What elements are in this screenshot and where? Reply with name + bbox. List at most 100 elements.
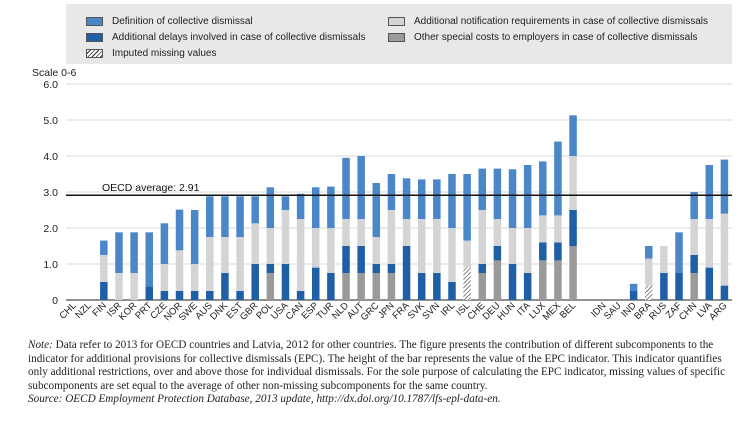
bar-segment-delays: [387, 264, 396, 273]
bar-segment-other: [342, 273, 350, 300]
bar-segment-notification: [190, 264, 199, 291]
bar-segment-notification: [130, 273, 138, 300]
y-axis-label: Scale 0-6: [32, 67, 77, 79]
bar-segment-notification: [493, 219, 502, 246]
bar-segment-other: [387, 273, 396, 300]
y-tick-label: 6.0: [43, 79, 58, 91]
bar-segment-definition: [342, 157, 350, 219]
bar-segment-other: [266, 273, 275, 300]
bar-segment-definition: [493, 168, 502, 219]
bar-segment-notification: [221, 237, 229, 273]
bar-segment-other: [554, 260, 562, 300]
legend: Definition of collective dismissal Addit…: [66, 4, 732, 64]
bar-segment-delays: [281, 264, 290, 300]
bar-segment-definition: [478, 168, 486, 210]
x-tick-label: HUN: [495, 300, 517, 322]
bar-segment-notification: [523, 228, 532, 273]
bar-segment-definition: [508, 169, 517, 228]
chart-area: Definition of collective dismissal Addit…: [32, 4, 732, 323]
bar-segment-definition: [357, 156, 365, 219]
bar-segment-definition: [281, 196, 290, 210]
bar-segment-definition: [221, 196, 229, 237]
bar-segment-definition: [236, 196, 244, 237]
bar-segment-other: [539, 260, 547, 300]
bar-segment-delays: [493, 246, 502, 261]
source-label: Source:: [28, 393, 63, 406]
bar-segment-notification: [206, 237, 214, 291]
bar-segment-delays: [251, 264, 259, 300]
bar-segment-definition: [720, 159, 729, 214]
y-tick-label: 0: [52, 295, 58, 307]
bar-segment-delays: [554, 242, 562, 261]
bar-segment-definition: [266, 187, 275, 228]
bar-segment-definition: [569, 115, 577, 156]
bar-segment-delays: [236, 291, 244, 300]
bar-segment-delays: [433, 273, 441, 300]
bar-segment-notification: [720, 213, 729, 286]
bar-segment-delays: [690, 255, 698, 273]
bar-segment-notification: [645, 258, 653, 286]
bar-segment-notification: [312, 228, 320, 268]
bar-segment-definition: [629, 283, 638, 291]
bar-segment-delays: [705, 267, 714, 300]
note-label: Note:: [28, 339, 53, 351]
bar-segment-delays: [175, 291, 184, 300]
bar-segment-definition: [705, 165, 714, 219]
bar-segment-notification: [539, 215, 547, 243]
bar-segment-delays: [675, 273, 683, 300]
bar-segment-notification: [417, 219, 426, 273]
legend-swatch-notification: [388, 17, 405, 26]
bar-segment-notification: [236, 237, 244, 291]
oecd-average-label: OECD average: 2.91: [102, 182, 200, 194]
y-tick-label: 3.0: [43, 187, 58, 199]
y-tick-label: 5.0: [43, 115, 58, 127]
legend-swatch-other: [388, 33, 405, 42]
source-text: OECD Employment Protection Database, 201…: [65, 393, 501, 406]
bar-segment-other: [478, 273, 486, 300]
bar-segment-delays: [221, 273, 229, 300]
bar-segment-definition: [312, 187, 320, 228]
bar-segment-other: [357, 273, 365, 300]
bar-segment-notification: [463, 240, 471, 268]
source-paragraph: Source: OECD Employment Protection Datab…: [28, 393, 738, 407]
bar-segment-delays: [312, 267, 320, 300]
bar-segment-notification: [327, 228, 335, 273]
bar-segment-definition: [372, 183, 381, 237]
bar-segment-notification: [372, 237, 381, 264]
bar-segment-definition: [645, 246, 653, 259]
bar-segment-definition: [463, 174, 471, 241]
legend-label-notification: Additional notification requirements in …: [414, 16, 709, 27]
bar-segment-delays: [448, 282, 456, 300]
notes-block: Note: Data refer to 2013 for OECD countr…: [28, 339, 738, 407]
bar-segment-other: [690, 273, 698, 300]
bar-segment-definition: [675, 232, 683, 273]
bar-segment-delays: [539, 242, 547, 261]
bar-segment-definition: [115, 232, 123, 273]
bar-segment-delays: [206, 291, 214, 300]
bar-segment-delays: [296, 291, 305, 300]
bar-segment-delays: [629, 291, 638, 300]
bar-segment-delays: [342, 246, 350, 273]
bar-segment-definition: [690, 192, 698, 219]
bar-segment-definition: [327, 186, 335, 228]
bar-segment-notification: [266, 228, 275, 264]
bar-segment-definition: [523, 165, 532, 228]
bar-segment-definition: [433, 179, 441, 219]
bar-segment-delays: [266, 264, 275, 273]
legend-label-imputed: Imputed missing values: [112, 48, 217, 59]
bar-segment-other: [569, 246, 577, 300]
bar-segment-definition: [387, 174, 396, 210]
bar-segment-delays: [660, 273, 668, 300]
bar-segment-definition: [417, 179, 426, 219]
bar-segment-delays: [569, 210, 577, 246]
bar-segment-delays: [190, 291, 199, 300]
bar-segment-notification: [433, 219, 441, 273]
bar-segment-notification: [251, 223, 259, 264]
bar-segment-definition: [130, 232, 138, 273]
note-paragraph: Note: Data refer to 2013 for OECD countr…: [28, 339, 738, 393]
bar-segment-notification: [660, 246, 668, 273]
bar-segment-delays: [357, 246, 365, 273]
x-tick-label: ARG: [707, 300, 729, 322]
bar-segment-delays: [145, 286, 153, 300]
bar-segment-notification: [690, 219, 698, 255]
